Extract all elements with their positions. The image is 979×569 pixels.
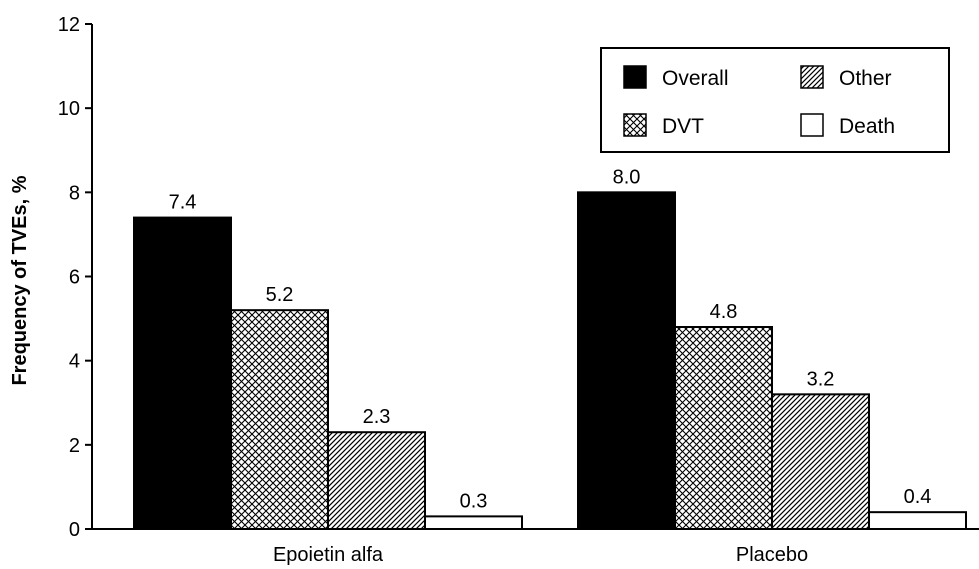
bar-dvt-epoietin-alfa bbox=[230, 309, 329, 530]
bars: 7.4 5.2 2.3 0.3 8.0 4.8 3.2 0.4 bbox=[133, 166, 967, 531]
legend-swatch-other bbox=[800, 65, 824, 89]
legend: Overall Other DVT Death bbox=[600, 47, 950, 153]
y-ticks: 0 2 4 6 8 10 12 bbox=[58, 14, 92, 541]
bar-other-epoietin-alfa bbox=[327, 431, 426, 531]
y-tick-label: 6 bbox=[69, 267, 80, 289]
data-label-other-epoietin-alfa: 2.3 bbox=[363, 406, 391, 428]
y-tick-label: 4 bbox=[69, 351, 80, 373]
data-label-overall-epoietin-alfa: 7.4 bbox=[169, 192, 197, 214]
bar-overall-placebo bbox=[577, 191, 676, 530]
y-axis-label: Frequency of TVEs, % bbox=[9, 175, 31, 385]
data-label-dvt-epoietin-alfa: 5.2 bbox=[266, 284, 294, 306]
data-label-other-placebo: 3.2 bbox=[807, 368, 835, 390]
data-label-death-placebo: 0.4 bbox=[904, 486, 932, 508]
legend-label-dvt: DVT bbox=[662, 115, 704, 138]
data-label-dvt-placebo: 4.8 bbox=[710, 301, 738, 323]
y-tick-label: 0 bbox=[69, 519, 80, 541]
bar-overall-epoietin-alfa bbox=[133, 216, 232, 530]
data-label-death-epoietin-alfa: 0.3 bbox=[460, 490, 488, 512]
legend-swatch-overall bbox=[623, 65, 647, 89]
bar-death-placebo bbox=[868, 511, 967, 531]
category-labels: Epoietin alfa Placebo bbox=[273, 544, 808, 566]
legend-label-other: Other bbox=[839, 67, 892, 90]
category-label-epoietin-alfa: Epoietin alfa bbox=[273, 544, 384, 566]
bar-dvt-placebo bbox=[674, 326, 773, 530]
bar-death-epoietin-alfa bbox=[424, 515, 523, 530]
legend-swatch-dvt bbox=[623, 113, 647, 137]
y-tick-label: 8 bbox=[69, 182, 80, 204]
legend-label-overall: Overall bbox=[662, 67, 729, 90]
y-tick-label: 2 bbox=[69, 435, 80, 457]
legend-label-death: Death bbox=[839, 115, 895, 138]
bar-other-placebo bbox=[771, 393, 870, 531]
y-tick-label: 10 bbox=[58, 98, 80, 120]
legend-swatch-death bbox=[800, 113, 824, 137]
y-tick-label: 12 bbox=[58, 14, 80, 36]
legend-box bbox=[600, 47, 950, 153]
data-label-overall-placebo: 8.0 bbox=[613, 166, 641, 188]
category-label-placebo: Placebo bbox=[736, 544, 808, 566]
